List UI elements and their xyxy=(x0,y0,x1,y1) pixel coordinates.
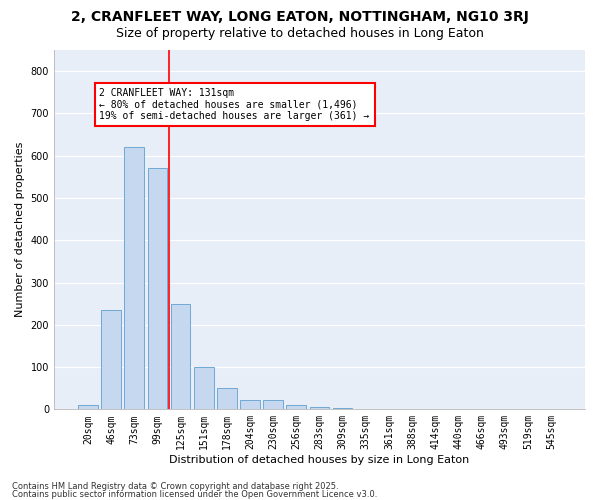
Bar xyxy=(78,405,98,409)
Bar xyxy=(101,310,121,410)
Text: Size of property relative to detached houses in Long Eaton: Size of property relative to detached ho… xyxy=(116,28,484,40)
Bar xyxy=(240,400,260,409)
Text: Contains public sector information licensed under the Open Government Licence v3: Contains public sector information licen… xyxy=(12,490,377,499)
Bar xyxy=(310,407,329,410)
Bar xyxy=(124,147,144,409)
Text: 2, CRANFLEET WAY, LONG EATON, NOTTINGHAM, NG10 3RJ: 2, CRANFLEET WAY, LONG EATON, NOTTINGHAM… xyxy=(71,10,529,24)
Y-axis label: Number of detached properties: Number of detached properties xyxy=(15,142,25,318)
Bar xyxy=(148,168,167,410)
Bar xyxy=(263,400,283,409)
Bar xyxy=(333,408,352,410)
Bar xyxy=(286,405,306,409)
Text: Contains HM Land Registry data © Crown copyright and database right 2025.: Contains HM Land Registry data © Crown c… xyxy=(12,482,338,491)
Bar xyxy=(194,367,214,410)
X-axis label: Distribution of detached houses by size in Long Eaton: Distribution of detached houses by size … xyxy=(169,455,470,465)
Bar xyxy=(217,388,236,409)
Bar xyxy=(170,304,190,410)
Text: 2 CRANFLEET WAY: 131sqm
← 80% of detached houses are smaller (1,496)
19% of semi: 2 CRANFLEET WAY: 131sqm ← 80% of detache… xyxy=(100,88,370,121)
